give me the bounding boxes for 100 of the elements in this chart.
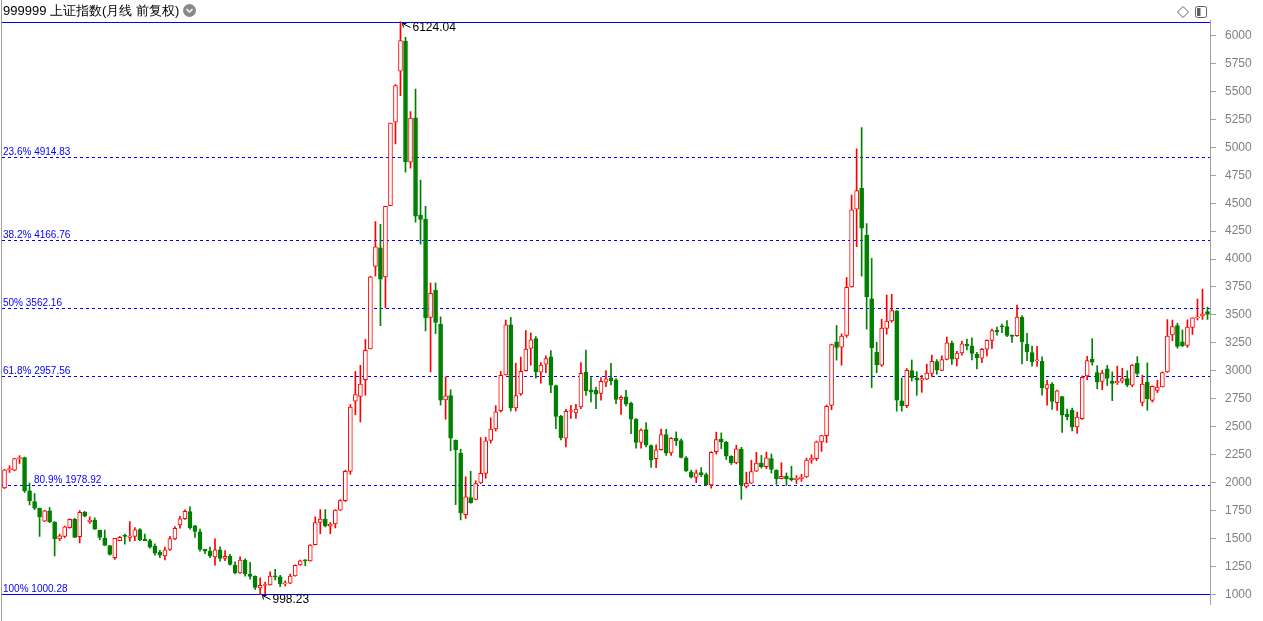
candlestick — [448, 389, 453, 452]
candlestick — [1034, 345, 1040, 367]
candlestick — [1165, 319, 1170, 373]
candlestick — [32, 493, 37, 511]
candlestick — [12, 457, 17, 472]
candlestick — [358, 364, 363, 423]
candlestick — [67, 518, 72, 529]
candlestick — [733, 444, 739, 465]
y-tick-label: 5750 — [1225, 55, 1253, 70]
candlestick — [373, 221, 378, 277]
candlestick — [814, 440, 819, 461]
candlestick — [403, 36, 408, 173]
candlestick — [333, 509, 338, 529]
annotation: 998.23 — [272, 591, 310, 606]
candlestick — [438, 316, 443, 406]
candlestick — [468, 470, 473, 504]
candlestick — [72, 517, 78, 539]
annotation: 6124.04 — [412, 19, 457, 34]
candlestick — [368, 275, 373, 350]
y-tick-label: 2000 — [1225, 474, 1253, 489]
candlestick — [473, 480, 479, 501]
chart-title: 999999 上证指数(月线 前复权) — [3, 1, 180, 20]
ref-line-label: 80.9% 1978.92 — [34, 473, 102, 485]
candlestick — [62, 525, 67, 539]
candlestick — [1195, 298, 1200, 321]
y-tick-label: 5000 — [1225, 139, 1253, 154]
y-tick-label: 4750 — [1225, 167, 1253, 182]
candlestick — [1109, 371, 1115, 401]
candlestick — [388, 122, 393, 207]
candlestick — [343, 469, 348, 502]
candlestick — [42, 510, 47, 522]
candlestick — [383, 206, 388, 309]
candlestick — [338, 499, 343, 511]
ref-line-label: 38.2% 4166.76 — [3, 228, 71, 240]
candlestick — [769, 453, 774, 474]
candlestick — [1140, 374, 1145, 407]
candlestick — [1190, 317, 1195, 335]
candlestick — [1145, 362, 1150, 411]
candlestick — [272, 568, 278, 581]
y-tick-label: 2500 — [1225, 418, 1253, 433]
candlestick — [378, 223, 383, 326]
y-tick-label: 1000 — [1225, 586, 1253, 601]
candlestick — [839, 333, 844, 366]
candlestick — [453, 439, 458, 505]
candlestick — [302, 559, 308, 566]
candlestick — [1155, 379, 1160, 393]
y-tick-label: 1250 — [1225, 558, 1253, 573]
candlestick — [57, 533, 62, 541]
y-tick-label: 2250 — [1225, 446, 1253, 461]
candlestick — [784, 472, 789, 486]
candlestick — [353, 371, 358, 415]
y-tick-label: 3000 — [1225, 363, 1253, 378]
candlestick — [1150, 385, 1155, 403]
candlestick — [999, 323, 1005, 334]
candlestick — [1175, 322, 1180, 349]
candlestick — [854, 148, 859, 248]
candlestick — [463, 476, 468, 519]
candlestick — [478, 437, 484, 484]
candlestick — [874, 341, 879, 373]
candlestick — [774, 469, 779, 485]
candlestick — [618, 395, 624, 415]
candlestick — [52, 521, 57, 557]
candlestick — [824, 404, 829, 443]
candlestick — [744, 471, 749, 489]
candlestick — [879, 318, 885, 367]
candlestick — [884, 294, 890, 335]
candlestick — [864, 223, 869, 330]
candlestick — [1160, 371, 1165, 388]
candlestick — [27, 482, 32, 506]
y-tick-label: 1750 — [1225, 502, 1253, 517]
candlestick — [844, 277, 849, 338]
candlestick — [413, 88, 418, 223]
candlestick — [77, 510, 83, 544]
candlestick — [834, 325, 839, 361]
candlestick — [809, 454, 814, 464]
candlestick — [22, 456, 27, 493]
candlestick — [398, 21, 403, 97]
candlestick — [433, 282, 438, 334]
candlestick — [718, 432, 724, 449]
candlestick — [789, 465, 794, 482]
candlestick — [348, 404, 353, 475]
candlestick — [1185, 319, 1190, 348]
candlestick — [127, 521, 133, 542]
y-tick-label: 4250 — [1225, 223, 1253, 238]
candlestick — [317, 509, 323, 535]
candlestick — [754, 451, 759, 472]
candlestick — [849, 194, 854, 288]
candlestick — [829, 343, 834, 410]
y-tick-label: 1500 — [1225, 530, 1253, 545]
candlestick — [899, 377, 905, 412]
candlestick — [779, 462, 784, 480]
y-tick-label: 3500 — [1225, 307, 1253, 322]
y-tick-label: 4500 — [1225, 195, 1253, 210]
y-tick-label: 5250 — [1225, 111, 1253, 126]
candlestick — [428, 282, 433, 373]
candlestick — [363, 339, 368, 396]
y-tick-label: 5500 — [1225, 83, 1253, 98]
candlestick — [282, 580, 288, 587]
candlestick — [1180, 329, 1185, 348]
candlestick — [728, 455, 734, 465]
